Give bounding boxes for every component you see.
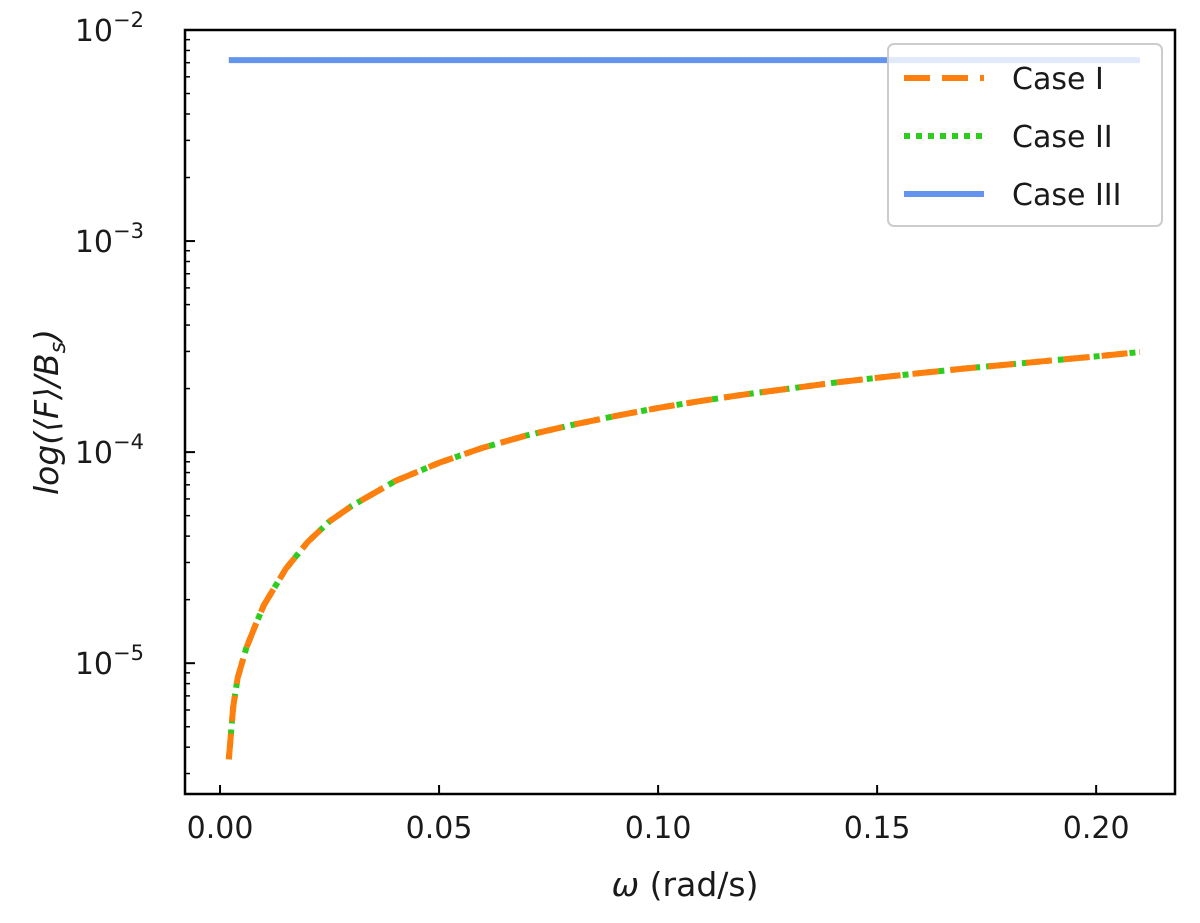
- x-tick-label: 0.15: [844, 811, 911, 846]
- x-axis-label: ω (rad/s): [612, 865, 759, 904]
- plot-frame: [183, 28, 1177, 796]
- legend-label-2: Case II: [1012, 120, 1113, 155]
- x-axis-ticks: 0.00 0.05 0.10 0.15 0.20: [187, 785, 1130, 846]
- x-tick-label: 0.20: [1063, 811, 1130, 846]
- legend-box: [887, 43, 1163, 227]
- x-axis-unit: (rad/s): [650, 865, 759, 904]
- y-tick-label: 10−2: [75, 8, 144, 49]
- y-tick-label: 10−3: [75, 219, 144, 260]
- series-line-1: [225, 349, 1141, 760]
- legend-label-3: Case III: [1012, 178, 1122, 213]
- y-axis-ticks: 10−5 10−4 10−3 10−2: [75, 8, 195, 775]
- legend: Case I Case II Case III: [887, 43, 1163, 227]
- x-tick-label: 0.10: [625, 811, 692, 846]
- y-axis-label: log(⟨F⟩/Bs): [27, 329, 71, 495]
- x-tick-label: 0.00: [187, 811, 254, 846]
- series-line-2: [225, 349, 1141, 760]
- legend-label-1: Case I: [1012, 62, 1104, 97]
- y-tick-label: 10−5: [75, 641, 144, 682]
- x-tick-label: 0.05: [406, 811, 473, 846]
- y-tick-label: 10−4: [75, 430, 144, 471]
- x-axis-symbol: ω: [612, 865, 640, 904]
